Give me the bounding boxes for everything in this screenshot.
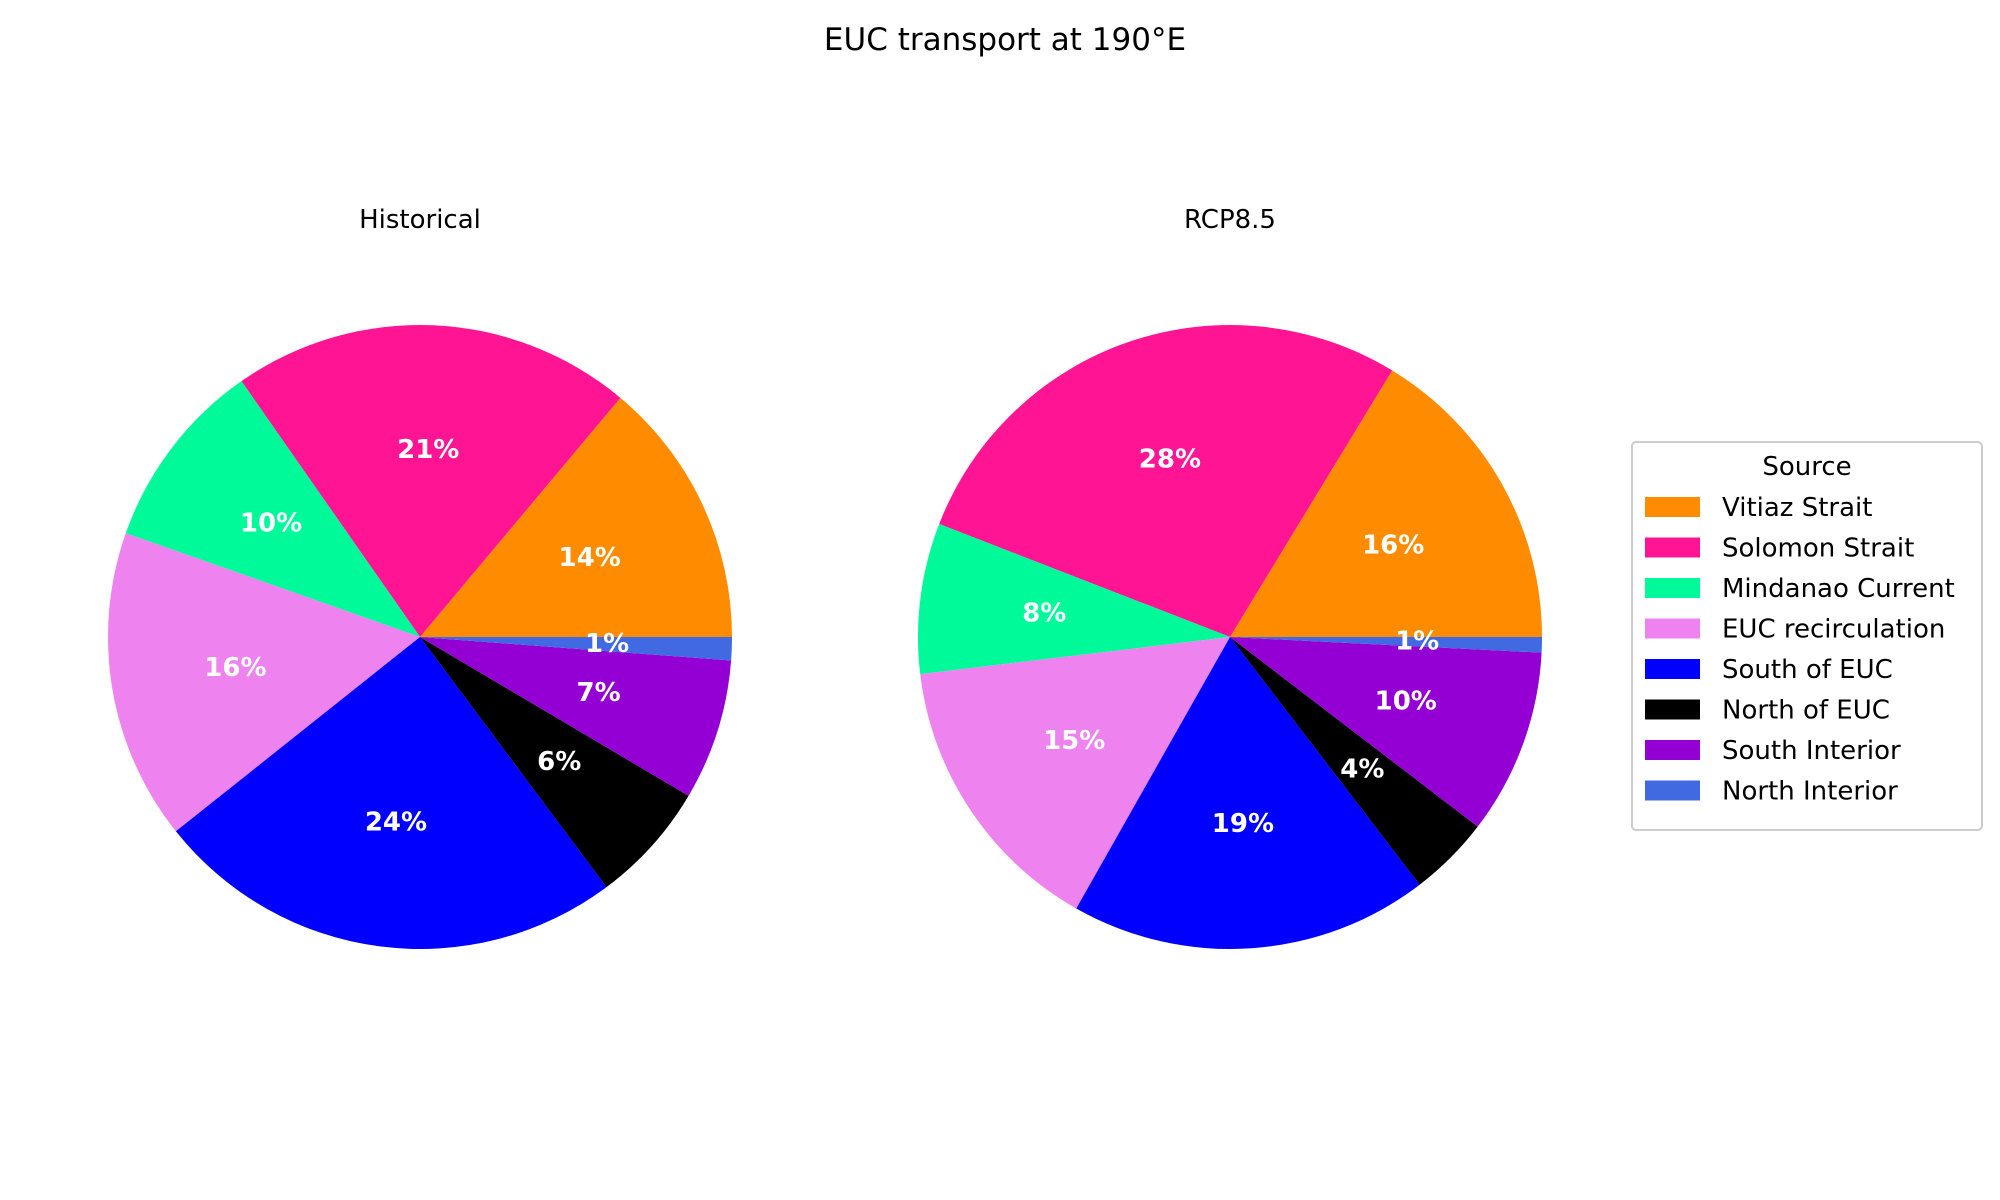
pie-pct-label: 1% xyxy=(585,629,629,659)
legend-swatch xyxy=(1645,659,1700,679)
pie-pct-label: 19% xyxy=(1212,809,1274,839)
legend-label: Vitiaz Strait xyxy=(1722,493,1872,523)
legend-swatch xyxy=(1645,497,1700,517)
legend-label: Mindanao Current xyxy=(1722,574,1955,604)
legend-label: South of EUC xyxy=(1722,655,1893,685)
pie-pct-label: 21% xyxy=(397,435,459,465)
pie-slice xyxy=(939,325,1393,637)
legend-label: Solomon Strait xyxy=(1722,534,1914,564)
pie-pct-label: 1% xyxy=(1395,627,1439,657)
legend-label: North of EUC xyxy=(1722,696,1890,726)
pie-slice xyxy=(1076,637,1420,949)
chart-title: EUC transport at 190°E xyxy=(824,22,1186,58)
pie-pct-label: 6% xyxy=(537,747,581,777)
pie-pct-label: 10% xyxy=(1375,687,1437,717)
legend-label: EUC recirculation xyxy=(1722,615,1945,645)
pie-subtitle: RCP8.5 xyxy=(1184,205,1276,235)
pie-pct-label: 15% xyxy=(1043,726,1105,756)
legend-swatch xyxy=(1645,699,1700,720)
legend-swatch xyxy=(1645,780,1700,801)
pie-slice xyxy=(1230,637,1478,885)
legend-label: North Interior xyxy=(1722,777,1898,807)
legend-title: Source xyxy=(1762,452,1851,482)
legend-swatch xyxy=(1645,578,1700,598)
pie-pct-label: 7% xyxy=(576,678,620,708)
pie-slice xyxy=(1230,637,1542,653)
legend-swatch xyxy=(1645,537,1700,558)
pie-slice xyxy=(1230,637,1542,827)
legend-swatch xyxy=(1645,618,1700,639)
pie-pct-label: 14% xyxy=(559,543,621,573)
pie-slice xyxy=(420,637,689,888)
pie-pct-label: 10% xyxy=(240,509,302,539)
pie-pct-label: 8% xyxy=(1022,599,1066,629)
pie-slice xyxy=(420,397,732,637)
pie-pct-label: 16% xyxy=(1362,530,1424,560)
pie-slice xyxy=(125,381,420,637)
pie-slice xyxy=(920,637,1230,909)
pie-slice xyxy=(918,523,1230,675)
pie-slice xyxy=(1230,370,1542,637)
pie-slice xyxy=(107,533,420,832)
pie-slice xyxy=(241,324,621,637)
pie-slice xyxy=(420,637,732,661)
legend: Source Vitiaz Strait Solomon Strait Mindan… xyxy=(1631,441,1983,831)
pie-slice xyxy=(175,637,607,950)
legend-frame xyxy=(1631,441,1983,831)
pie-pct-label: 4% xyxy=(1340,754,1384,784)
pie-rcp85: RCP8.5 16% 28% 8% 15% 19% 4% 10% 1% xyxy=(918,205,1542,949)
pie-subtitle: Historical xyxy=(359,205,481,235)
pie-pct-label: 24% xyxy=(365,808,427,838)
pie-historical: Historical 14% 21% 10% 16% 24% 6% 7% 1% xyxy=(107,205,732,950)
legend-swatch xyxy=(1645,740,1700,760)
pie-pct-label: 16% xyxy=(204,653,266,683)
legend-label: South Interior xyxy=(1722,736,1901,766)
pie-slice xyxy=(420,637,732,796)
pie-pct-label: 28% xyxy=(1139,445,1201,475)
